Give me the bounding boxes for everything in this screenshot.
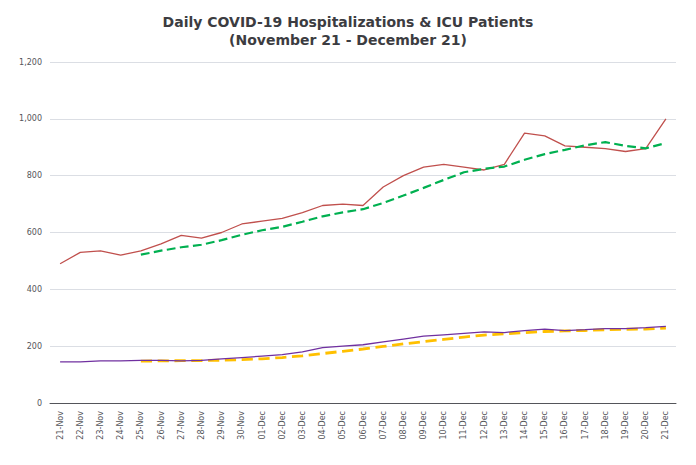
svg-text:09-Dec: 09-Dec: [419, 411, 428, 440]
svg-text:06-Dec: 06-Dec: [359, 411, 368, 440]
svg-text:20-Dec: 20-Dec: [641, 411, 650, 440]
svg-text:12-Dec: 12-Dec: [480, 411, 489, 440]
svg-text:17-Dec: 17-Dec: [581, 411, 590, 440]
svg-text:05-Dec: 05-Dec: [338, 411, 347, 440]
svg-text:01-Dec: 01-Dec: [258, 411, 267, 440]
svg-text:15-Dec: 15-Dec: [540, 411, 549, 440]
svg-text:600: 600: [27, 228, 42, 237]
svg-text:24-Nov: 24-Nov: [116, 411, 125, 440]
svg-text:800: 800: [27, 171, 42, 180]
svg-text:(November 21 - December 21): (November 21 - December 21): [229, 32, 467, 48]
svg-text:11-Dec: 11-Dec: [459, 411, 468, 440]
svg-text:28-Nov: 28-Nov: [197, 411, 206, 440]
svg-text:04-Dec: 04-Dec: [318, 411, 327, 440]
svg-text:08-Dec: 08-Dec: [399, 411, 408, 440]
svg-text:14-Dec: 14-Dec: [520, 411, 529, 440]
svg-text:25-Nov: 25-Nov: [136, 411, 145, 440]
svg-text:27-Nov: 27-Nov: [177, 411, 186, 440]
svg-text:23-Nov: 23-Nov: [96, 411, 105, 440]
svg-text:21-Dec: 21-Dec: [661, 411, 670, 440]
svg-text:26-Nov: 26-Nov: [157, 411, 166, 440]
svg-text:30-Nov: 30-Nov: [237, 411, 246, 440]
svg-text:400: 400: [27, 285, 42, 294]
svg-text:03-Dec: 03-Dec: [298, 411, 307, 440]
svg-text:21-Nov: 21-Nov: [56, 411, 65, 440]
svg-text:10-Dec: 10-Dec: [439, 411, 448, 440]
svg-text:22-Nov: 22-Nov: [76, 411, 85, 440]
svg-text:1,000: 1,000: [19, 114, 42, 123]
svg-text:200: 200: [27, 342, 42, 351]
svg-text:18-Dec: 18-Dec: [601, 411, 610, 440]
svg-text:Daily COVID-19 Hospitalization: Daily COVID-19 Hospitalizations & ICU Pa…: [163, 14, 534, 30]
svg-text:13-Dec: 13-Dec: [500, 411, 509, 440]
svg-text:16-Dec: 16-Dec: [560, 411, 569, 440]
svg-text:07-Dec: 07-Dec: [379, 411, 388, 440]
svg-text:29-Nov: 29-Nov: [217, 411, 226, 440]
svg-text:19-Dec: 19-Dec: [621, 411, 630, 440]
svg-text:02-Dec: 02-Dec: [278, 411, 287, 440]
svg-text:1,200: 1,200: [19, 58, 42, 67]
svg-text:0: 0: [37, 399, 42, 408]
